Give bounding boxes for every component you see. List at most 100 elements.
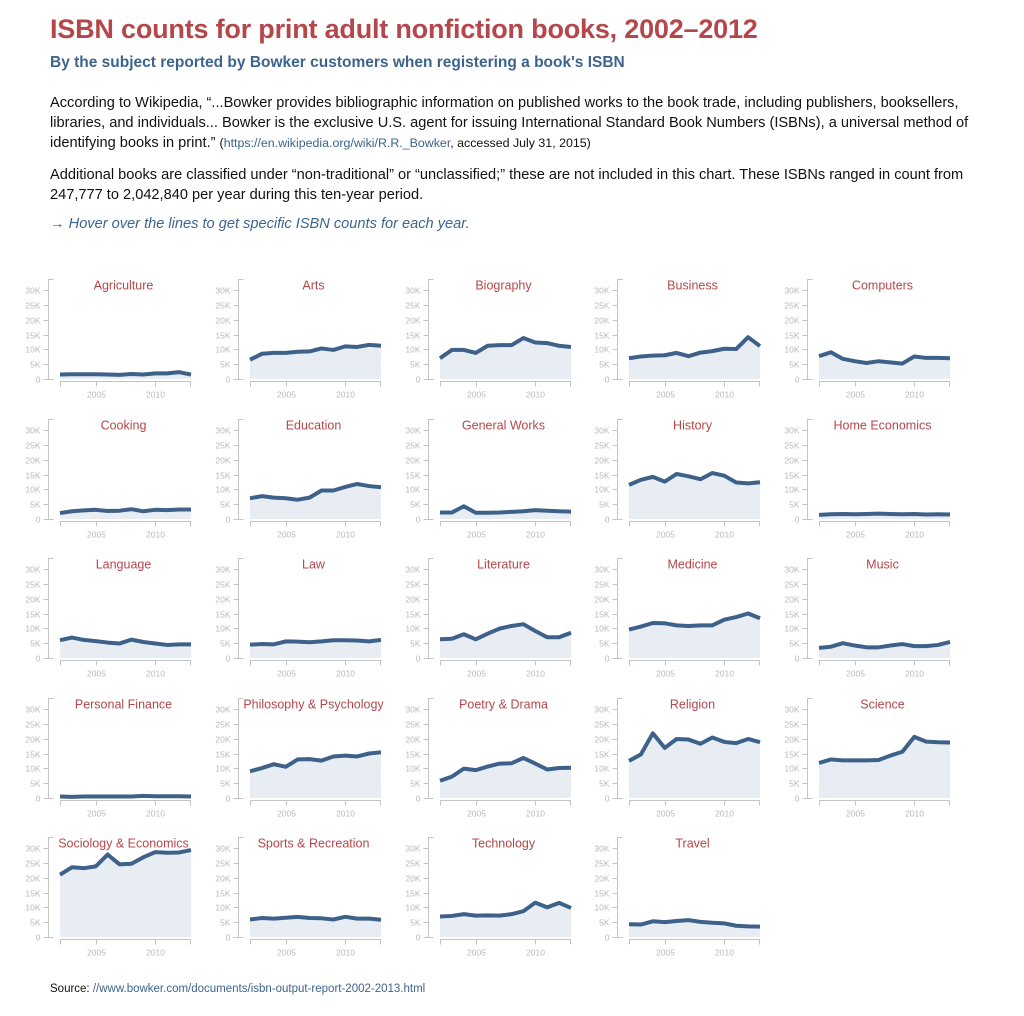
data-point[interactable]: Biography 2003: 9,800 <box>449 347 455 353</box>
data-point[interactable]: Medicine 2010: 12,900 <box>721 617 727 623</box>
data-point[interactable]: Computers 2009: 5,200 <box>899 361 905 367</box>
data-point[interactable]: Poetry & Drama 2002: 5,800 <box>437 777 443 783</box>
data-point[interactable]: Personal Finance 2012: 600 <box>176 793 182 799</box>
data-point[interactable]: Arts 2010: 11,000 <box>342 343 348 349</box>
data-point[interactable]: Philosophy & Psychology 2008: 12,600 <box>318 757 324 763</box>
data-point[interactable]: Business 2012: 14,100 <box>745 334 751 340</box>
data-point[interactable]: Music 2006: 3,600 <box>864 644 870 650</box>
data-point[interactable]: Personal Finance 2008: 500 <box>128 793 134 799</box>
data-point[interactable]: History 2008: 13,400 <box>697 476 703 482</box>
data-point[interactable]: Music 2002: 3,400 <box>816 645 822 651</box>
data-point[interactable]: Law 2005: 5,600 <box>283 638 289 644</box>
data-point[interactable]: Education 2011: 11,800 <box>354 480 360 486</box>
data-point[interactable]: Agriculture 2002: 1,500 <box>57 372 63 378</box>
data-point[interactable]: Computers 2006: 5,400 <box>864 360 870 366</box>
data-point[interactable]: Travel 2003: 4,200 <box>638 922 644 928</box>
data-point[interactable]: Literature 2012: 7,000 <box>556 634 562 640</box>
data-point[interactable]: Computers 2007: 6,000 <box>876 358 882 364</box>
data-point[interactable]: Agriculture 2011: 1,900 <box>164 370 170 376</box>
data-point[interactable]: Science 2009: 15,600 <box>899 748 905 754</box>
data-point[interactable]: Home Economics 2006: 1,700 <box>864 510 870 516</box>
series-line-philosophy-and-psychology[interactable] <box>249 749 382 773</box>
series-line-arts[interactable] <box>249 342 382 362</box>
data-point[interactable]: Music 2013: 5,400 <box>947 639 953 645</box>
data-point[interactable]: Technology 2012: 11,500 <box>556 900 562 906</box>
data-point[interactable]: History 2002: 11,500 <box>626 481 632 487</box>
data-point[interactable]: Business 2002: 7,000 <box>626 355 632 361</box>
data-point[interactable]: Law 2003: 4,700 <box>259 641 265 647</box>
data-point[interactable]: Sociology & Economics 2002: 21,000 <box>57 872 63 878</box>
series-line-law[interactable] <box>249 637 382 647</box>
data-point[interactable]: Technology 2007: 7,200 <box>497 913 503 919</box>
data-point[interactable]: Poetry & Drama 2008: 11,700 <box>508 760 514 766</box>
data-point[interactable]: Religion 2004: 21,800 <box>650 730 656 736</box>
data-point[interactable]: General Works 2011: 2,800 <box>544 507 550 513</box>
data-point[interactable]: Home Economics 2004: 1,700 <box>840 510 846 516</box>
series-line-technology[interactable] <box>439 900 572 919</box>
data-point[interactable]: Sports & Recreation 2002: 5,900 <box>247 916 253 922</box>
data-point[interactable]: Medicine 2003: 10,600 <box>638 624 644 630</box>
data-point[interactable]: Cooking 2007: 2,800 <box>117 507 123 513</box>
data-point[interactable]: Biography 2009: 13,800 <box>520 335 526 341</box>
source-link[interactable]: //www.bowker.com/documents/isbn-output-r… <box>92 983 426 995</box>
data-point[interactable]: History 2004: 14,200 <box>650 473 656 479</box>
data-point[interactable]: Poetry & Drama 2006: 10,600 <box>485 763 491 769</box>
data-point[interactable]: Education 2004: 7,200 <box>271 494 277 500</box>
data-point[interactable]: Law 2009: 6,000 <box>330 637 336 643</box>
data-point[interactable]: Language 2002: 6,000 <box>57 637 63 643</box>
data-point[interactable]: Literature 2007: 9,900 <box>497 626 503 632</box>
data-point[interactable]: Arts 2012: 11,500 <box>366 342 372 348</box>
data-point[interactable]: Technology 2004: 7,700 <box>461 911 467 917</box>
data-point[interactable]: Biography 2008: 11,400 <box>508 342 514 348</box>
data-point[interactable]: Technology 2006: 7,300 <box>485 912 491 918</box>
data-point[interactable]: Sociology & Economics 2007: 24,500 <box>117 861 123 867</box>
series-line-travel[interactable] <box>628 918 761 929</box>
data-point[interactable]: Language 2003: 6,900 <box>69 635 75 641</box>
data-point[interactable]: Music 2009: 4,700 <box>899 641 905 647</box>
series-line-biography[interactable] <box>438 336 572 360</box>
data-point[interactable]: Home Economics 2012: 1,600 <box>935 511 941 517</box>
data-point[interactable]: Biography 2011: 12,100 <box>544 340 550 346</box>
data-point[interactable]: History 2003: 13,200 <box>638 476 644 482</box>
data-point[interactable]: Computers 2005: 6,000 <box>852 358 858 364</box>
data-point[interactable]: Sociology & Economics 2009: 26,900 <box>140 854 146 860</box>
data-point[interactable]: Sports & Recreation 2011: 6,200 <box>354 916 360 922</box>
data-point[interactable]: Business 2010: 10,200 <box>721 346 727 352</box>
data-point[interactable]: Computers 2004: 6,800 <box>840 356 846 362</box>
data-point[interactable]: Arts 2011: 10,800 <box>354 344 360 350</box>
data-point[interactable]: Education 2007: 7,200 <box>307 494 313 500</box>
data-point[interactable]: Computers 2003: 9,000 <box>828 349 834 355</box>
data-point[interactable]: General Works 2010: 3,000 <box>532 507 538 513</box>
data-point[interactable]: Law 2004: 4,600 <box>271 641 277 647</box>
data-point[interactable]: Technology 2002: 6,900 <box>437 914 443 920</box>
data-point[interactable]: Travel 2004: 5,300 <box>650 918 656 924</box>
data-point[interactable]: Travel 2011: 3,800 <box>733 923 739 929</box>
data-point[interactable]: Home Economics 2008: 1,700 <box>887 510 893 516</box>
data-point[interactable]: Personal Finance 2006: 500 <box>105 793 111 799</box>
data-point[interactable]: Cooking 2002: 2,000 <box>57 510 63 516</box>
data-point[interactable]: Computers 2013: 7,000 <box>947 355 953 361</box>
data-point[interactable]: Medicine 2007: 10,800 <box>686 623 692 629</box>
data-point[interactable]: Technology 2008: 7,700 <box>508 911 514 917</box>
data-point[interactable]: Science 2006: 12,700 <box>864 757 870 763</box>
data-point[interactable]: Sports & Recreation 2007: 6,400 <box>307 915 313 921</box>
data-point[interactable]: Business 2005: 8,000 <box>662 352 668 358</box>
data-point[interactable]: Philosophy & Psychology 2009: 14,000 <box>330 753 336 759</box>
data-point[interactable]: Computers 2002: 7,700 <box>816 353 822 359</box>
data-point[interactable]: Cooking 2008: 3,300 <box>128 506 134 512</box>
data-point[interactable]: Arts 2002: 6,500 <box>247 357 253 363</box>
data-point[interactable]: Philosophy & Psychology 2011: 14,000 <box>354 753 360 759</box>
data-point[interactable]: Poetry & Drama 2005: 9,400 <box>473 767 479 773</box>
data-point[interactable]: Arts 2004: 8,800 <box>271 350 277 356</box>
data-point[interactable]: Law 2007: 5,300 <box>307 639 313 645</box>
data-point[interactable]: Literature 2010: 9,100 <box>532 628 538 634</box>
data-point[interactable]: Personal Finance 2002: 500 <box>57 793 63 799</box>
data-point[interactable]: Arts 2009: 9,800 <box>330 347 336 353</box>
data-point[interactable]: Poetry & Drama 2009: 13,500 <box>520 754 526 760</box>
data-point[interactable]: Education 2006: 6,500 <box>295 496 301 502</box>
data-point[interactable]: Agriculture 2009: 1,500 <box>140 372 146 378</box>
data-point[interactable]: Language 2009: 5,400 <box>140 639 146 645</box>
data-point[interactable]: Medicine 2009: 11,000 <box>709 622 715 628</box>
data-point[interactable]: Religion 2003: 14,700 <box>638 751 644 757</box>
data-point[interactable]: Computers 2011: 7,100 <box>923 355 929 361</box>
